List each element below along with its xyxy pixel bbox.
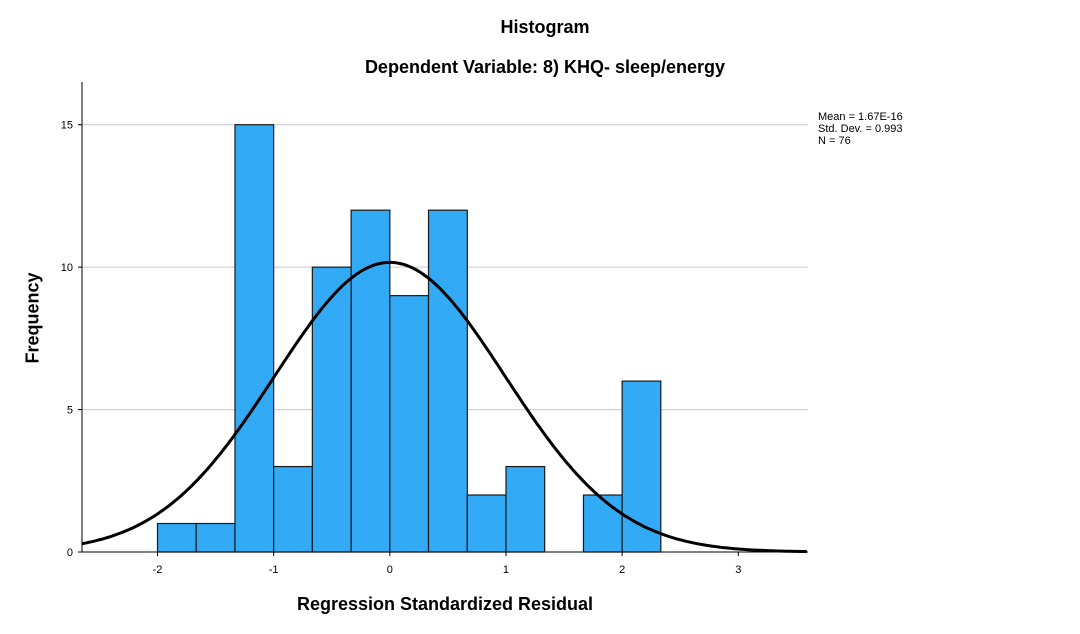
stats-n: N = 76 bbox=[818, 135, 851, 147]
chart-subtitle: Dependent Variable: 8) KHQ- sleep/energy bbox=[364, 57, 726, 77]
histogram-bar bbox=[505, 465, 546, 553]
x-tick-label: 3 bbox=[735, 564, 741, 576]
y-tick-label: 10 bbox=[61, 262, 73, 274]
histogram-bar bbox=[350, 209, 391, 553]
y-tick-label: 0 bbox=[67, 547, 73, 559]
histogram-bar bbox=[156, 522, 197, 553]
histogram-bar bbox=[311, 266, 352, 553]
x-axis-label: Regression Standardized Residual bbox=[296, 594, 594, 614]
y-axis-label: Frequency bbox=[22, 272, 43, 364]
x-tick-label: 1 bbox=[503, 564, 509, 576]
x-tick-label: -2 bbox=[153, 564, 163, 576]
histogram-bar bbox=[427, 209, 468, 553]
histogram-bar bbox=[466, 494, 507, 553]
x-tick-label: -1 bbox=[269, 564, 279, 576]
histogram-bar bbox=[582, 494, 623, 553]
normal-curve bbox=[81, 260, 807, 554]
histogram-bar bbox=[234, 124, 275, 553]
x-tick-label: 0 bbox=[387, 564, 393, 576]
stats-box: Mean = 1.67E-16 Std. Dev. = 0.993 N = 76 bbox=[818, 111, 903, 147]
stats-mean: Mean = 1.67E-16 bbox=[818, 111, 903, 123]
stats-std-dev: Std. Dev. = 0.993 bbox=[818, 123, 903, 135]
histogram-bar bbox=[195, 522, 236, 553]
chart-title: Histogram bbox=[500, 17, 590, 37]
y-tick-label: 15 bbox=[61, 120, 73, 132]
y-tick-label: 5 bbox=[67, 405, 73, 417]
histogram-bar bbox=[389, 295, 430, 553]
x-tick-label: 2 bbox=[619, 564, 625, 576]
histogram-bar bbox=[273, 465, 313, 553]
